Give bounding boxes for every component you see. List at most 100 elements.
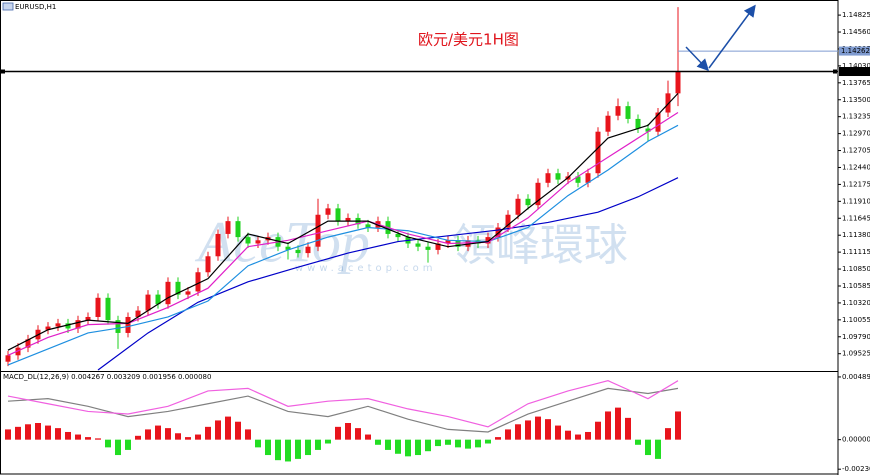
histogram-bar	[325, 439, 331, 444]
histogram-bar	[575, 434, 581, 440]
histogram-bar	[65, 431, 71, 440]
y-tick-label: 0.000000	[842, 436, 870, 444]
indicator-label: MACD_DL(12,26,9) 0.004267 0.003209 0.001…	[3, 373, 211, 381]
histogram-bar	[425, 439, 431, 452]
candle-body	[205, 256, 211, 273]
histogram-bar	[545, 419, 551, 440]
candle-body	[215, 233, 221, 257]
histogram-bar	[565, 430, 571, 440]
candle-body	[115, 320, 121, 333]
y-tick-label: 1.10850	[842, 265, 870, 273]
symbol-label: EURUSD,H1	[15, 3, 56, 11]
indicator-line	[97, 177, 679, 371]
candle-body	[185, 291, 191, 295]
price-label: 1.13942	[841, 68, 870, 76]
candle-body	[515, 198, 521, 215]
histogram-bar	[215, 420, 221, 440]
histogram-bar	[345, 423, 351, 440]
histogram-bar	[305, 439, 311, 456]
histogram-bar	[225, 416, 231, 440]
histogram-bar	[135, 435, 141, 440]
arrow-down	[685, 46, 710, 72]
histogram-bar	[405, 439, 411, 457]
histogram-bar	[245, 429, 251, 440]
candle-body	[145, 294, 151, 311]
candle-body	[585, 173, 591, 183]
candle-body	[45, 326, 51, 330]
histogram-bar	[495, 437, 501, 440]
histogram-bar	[385, 439, 391, 450]
histogram-bar	[395, 439, 401, 454]
y-tick-label: 1.13235	[842, 113, 870, 121]
candle-body	[105, 297, 111, 321]
histogram-bar	[175, 433, 181, 440]
histogram-bar	[605, 411, 611, 440]
histogram-bar	[35, 423, 41, 440]
candle-body	[125, 316, 131, 333]
histogram-bar	[205, 426, 211, 440]
histogram-bar	[85, 437, 91, 440]
histogram-bar	[635, 439, 641, 445]
y-tick-label: 1.11910	[842, 197, 870, 205]
histogram-bar	[75, 434, 81, 440]
y-tick-label: 1.14560	[842, 28, 870, 36]
y-tick-label: 1.13500	[842, 96, 870, 104]
y-tick-label: 1.09790	[842, 333, 870, 341]
histogram-bar	[615, 407, 621, 440]
histogram-bar	[375, 439, 381, 445]
candle-body	[95, 297, 101, 317]
plot: 1.148251.145601.142951.140301.137651.135…	[0, 7, 870, 473]
y-tick-label: 1.12970	[842, 130, 870, 138]
candle-body	[545, 173, 551, 183]
histogram-bar	[115, 439, 121, 456]
histogram-bar	[525, 420, 531, 440]
candle-body	[65, 323, 71, 329]
candle-body	[295, 249, 301, 254]
histogram-bar	[455, 439, 461, 448]
indicator-line	[7, 387, 679, 433]
candle-body	[55, 323, 61, 327]
candle-body	[425, 246, 431, 250]
price-label-box	[839, 46, 870, 56]
histogram-bar	[515, 424, 521, 440]
candle-body	[335, 208, 341, 222]
watermark-name: 領峰環球	[452, 220, 628, 271]
candle-body	[575, 176, 581, 183]
histogram-bar	[235, 421, 241, 440]
histogram-bar	[265, 439, 271, 456]
histogram-bar	[675, 411, 681, 440]
candle-body	[525, 198, 531, 206]
histogram-bar	[165, 428, 171, 440]
candle-body	[315, 214, 321, 247]
candle-body	[25, 339, 31, 348]
histogram-bar	[505, 429, 511, 440]
candle-body	[415, 243, 421, 247]
candle-body	[475, 240, 481, 244]
y-tick-label: 1.11645	[842, 214, 870, 222]
histogram-bar	[5, 429, 11, 440]
histogram-bar	[105, 439, 111, 448]
histogram-bar	[95, 438, 101, 440]
histogram-bar	[535, 416, 541, 440]
candle-body	[595, 131, 601, 174]
candle-body	[155, 294, 161, 305]
histogram-bar	[475, 439, 481, 448]
y-tick-label: 1.14825	[842, 11, 870, 19]
histogram-bar	[255, 439, 261, 448]
candle-body	[555, 173, 561, 180]
candle-body	[495, 227, 501, 238]
y-tick-label: 1.12705	[842, 147, 870, 155]
candle-body	[165, 281, 171, 305]
histogram-bar	[645, 439, 651, 456]
candle-body	[175, 281, 181, 295]
y-tick-label: 1.13765	[842, 79, 870, 87]
candle-body	[345, 217, 351, 222]
y-tick-label: 1.10055	[842, 316, 870, 324]
histogram-bar	[25, 424, 31, 440]
candle-body	[655, 112, 661, 132]
candle-body	[445, 240, 451, 244]
candle-body	[85, 316, 91, 321]
arrow-up	[708, 4, 756, 69]
price-label-box	[839, 67, 870, 77]
